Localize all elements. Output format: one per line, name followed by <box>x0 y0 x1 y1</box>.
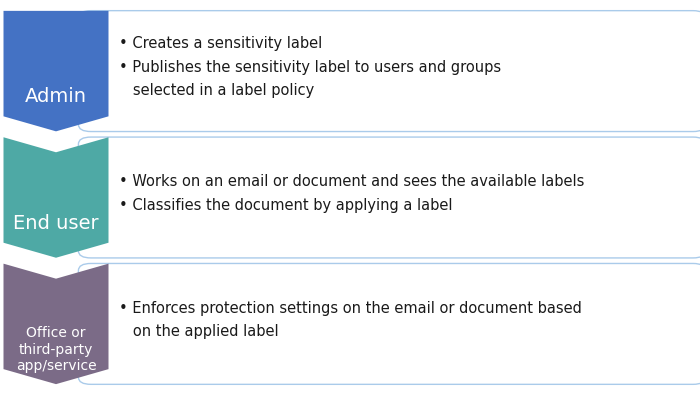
Text: End user: End user <box>13 214 99 233</box>
Text: Admin: Admin <box>25 87 87 106</box>
Text: Office or
third-party
app/service: Office or third-party app/service <box>15 326 97 373</box>
Polygon shape <box>4 264 108 384</box>
Polygon shape <box>4 137 108 258</box>
FancyBboxPatch shape <box>78 137 700 258</box>
Text: • Creates a sensitivity label
• Publishes the sensitivity label to users and gro: • Creates a sensitivity label • Publishe… <box>119 36 501 98</box>
Polygon shape <box>4 11 108 132</box>
Text: • Enforces protection settings on the email or document based
   on the applied : • Enforces protection settings on the em… <box>119 301 582 339</box>
FancyBboxPatch shape <box>78 11 700 132</box>
Text: • Works on an email or document and sees the available labels
• Classifies the d: • Works on an email or document and sees… <box>119 174 584 213</box>
FancyBboxPatch shape <box>78 263 700 384</box>
